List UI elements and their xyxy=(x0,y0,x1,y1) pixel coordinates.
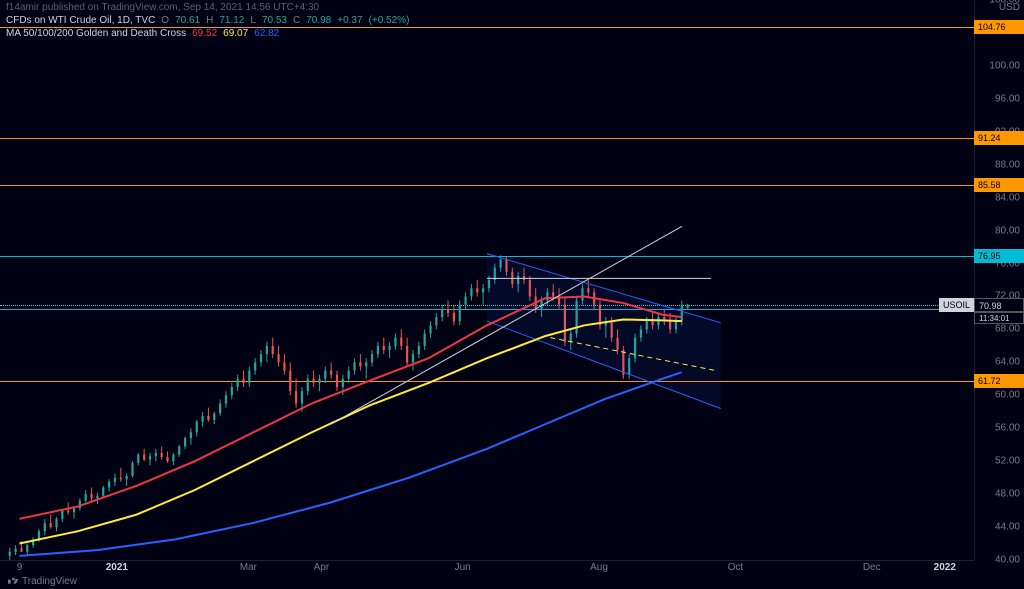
chart-header: f14amir published on TradingView.com, Se… xyxy=(6,2,964,39)
x-tick: Oct xyxy=(728,562,744,573)
ohlc-o: 70.61 xyxy=(175,15,200,26)
overlay-layer xyxy=(0,0,974,560)
horizontal-line[interactable] xyxy=(0,185,974,186)
symbol-line: CFDs on WTI Crude Oil, 1D, TVC O70.61 H7… xyxy=(6,15,964,26)
ma100-value: 69.07 xyxy=(223,28,248,39)
x-tick: Dec xyxy=(863,562,881,573)
y-tick: 108.00 xyxy=(989,0,1020,6)
indicator-name[interactable]: MA 50/100/200 Golden and Death Cross xyxy=(6,28,186,39)
y-tick: 80.00 xyxy=(995,225,1020,236)
ohlc-chg: +0.37 xyxy=(337,15,362,26)
price-label: 61.72 xyxy=(974,374,1024,388)
x-tick: 2022 xyxy=(934,562,956,573)
pub-mid: published on xyxy=(39,2,101,13)
publish-line: f14amir published on TradingView.com, Se… xyxy=(6,2,964,13)
x-tick: Apr xyxy=(314,562,330,573)
ohlc-o-label: O xyxy=(161,15,169,26)
y-tick: 100.00 xyxy=(989,60,1020,71)
horizontal-line[interactable] xyxy=(0,381,974,382)
y-tick: 52.00 xyxy=(995,456,1020,467)
y-tick: 56.00 xyxy=(995,423,1020,434)
ohlc-l-label: L xyxy=(250,15,256,26)
pub-timestamp: Sep 14, 2021 14:56 UTC+4:30 xyxy=(183,2,319,13)
y-tick: 88.00 xyxy=(995,159,1020,170)
horizontal-line[interactable] xyxy=(0,138,974,139)
ohlc-h-label: H xyxy=(206,15,213,26)
y-tick: 60.00 xyxy=(995,390,1020,401)
horizontal-line[interactable] xyxy=(0,309,974,310)
x-tick: 2021 xyxy=(106,562,128,573)
x-axis[interactable]: 9 2021 Mar Apr Jun Aug Oct Dec 2022 xyxy=(0,560,974,575)
ma50-value: 69.52 xyxy=(192,28,217,39)
y-tick: 44.00 xyxy=(995,522,1020,533)
x-tick: Aug xyxy=(590,562,608,573)
y-tick: 68.00 xyxy=(995,324,1020,335)
site-link[interactable]: TradingView.com xyxy=(101,2,177,13)
y-tick: 40.00 xyxy=(995,555,1020,566)
ma200-value: 62.82 xyxy=(254,28,279,39)
publisher-name: f14amir xyxy=(6,2,39,13)
tradingview-logo-icon xyxy=(6,575,18,587)
plot-area[interactable] xyxy=(0,0,974,560)
x-tick: 9 xyxy=(17,562,23,573)
horizontal-line[interactable] xyxy=(0,256,974,257)
x-tick: Mar xyxy=(240,562,257,573)
ohlc-h: 71.12 xyxy=(219,15,244,26)
symbol-tag: USOIL xyxy=(939,298,974,312)
y-tick: 84.00 xyxy=(995,192,1020,203)
watermark-text: TradingView xyxy=(22,576,77,587)
ohlc-c: 70.98 xyxy=(306,15,331,26)
last-price-label: 70.98 xyxy=(974,298,1024,312)
countdown-label: 11:34:01 xyxy=(974,312,1024,324)
horizontal-line[interactable] xyxy=(0,305,974,306)
ohlc-chg-pct: (+0.52%) xyxy=(369,15,410,26)
symbol-desc[interactable]: CFDs on WTI Crude Oil, 1D, TVC xyxy=(6,15,155,26)
price-label: 104.76 xyxy=(974,20,1024,34)
y-tick: 96.00 xyxy=(995,93,1020,104)
x-tick: Jun xyxy=(455,562,471,573)
price-label: 85.58 xyxy=(974,178,1024,192)
y-tick: 64.00 xyxy=(995,357,1020,368)
y-axis[interactable]: USD 40.0044.0048.0052.0056.0060.0064.006… xyxy=(974,0,1024,560)
price-label: 76.95 xyxy=(974,249,1024,263)
candles-layer xyxy=(0,0,974,560)
ohlc-c-label: C xyxy=(293,15,300,26)
chart-root: f14amir published on TradingView.com, Se… xyxy=(0,0,1024,589)
tradingview-watermark[interactable]: TradingView xyxy=(6,575,77,587)
ohlc-l: 70.53 xyxy=(262,15,287,26)
y-tick: 48.00 xyxy=(995,489,1020,500)
price-label: 91.24 xyxy=(974,131,1024,145)
indicator-line: MA 50/100/200 Golden and Death Cross 69.… xyxy=(6,28,964,39)
